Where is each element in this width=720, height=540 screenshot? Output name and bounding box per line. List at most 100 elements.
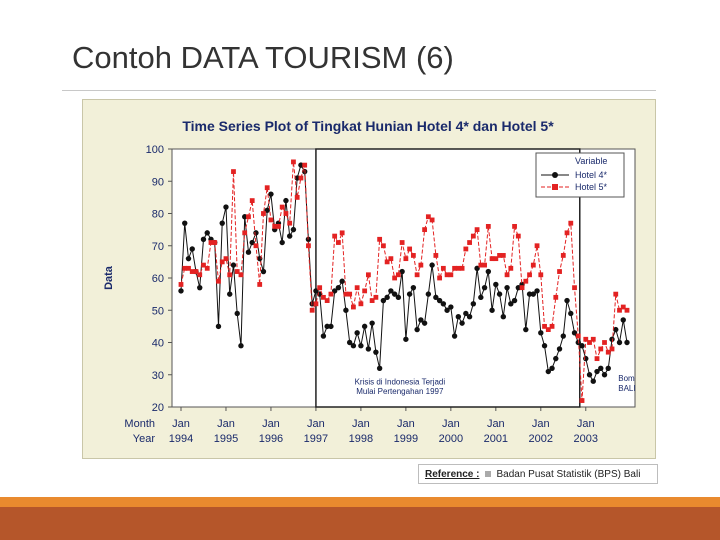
data-point-hotel4 (335, 284, 342, 291)
y-tick-label: 90 (152, 176, 164, 188)
data-point-hotel5 (313, 301, 319, 307)
data-point-hotel5 (291, 159, 296, 165)
y-tick-label: 40 (152, 338, 164, 350)
data-point-hotel4 (440, 301, 447, 307)
data-point-hotel5 (287, 220, 293, 226)
data-point-hotel5 (204, 265, 210, 271)
data-point-hotel5 (624, 307, 630, 313)
x-tick-year: 2001 (484, 433, 508, 445)
data-point-hotel5 (478, 262, 484, 268)
bullet-square-icon (485, 471, 492, 477)
data-point-hotel5 (613, 291, 619, 297)
data-point-hotel4 (601, 372, 608, 378)
legend-title: Variable (575, 156, 607, 166)
data-point-hotel5 (508, 265, 514, 271)
x-tick-year: 2000 (439, 433, 463, 445)
data-point-hotel4 (568, 310, 574, 317)
x-tick-year: 1996 (259, 433, 283, 445)
data-point-hotel4 (373, 349, 379, 355)
data-point-hotel4 (455, 314, 462, 320)
data-point-hotel5 (437, 275, 443, 281)
data-point-hotel5 (519, 285, 525, 291)
x-tick-year: 1998 (349, 433, 373, 445)
data-point-hotel5 (557, 269, 562, 274)
data-point-hotel5 (594, 356, 600, 362)
data-point-hotel4 (421, 320, 428, 326)
data-point-hotel4 (290, 226, 297, 233)
data-point-hotel5 (328, 291, 334, 297)
data-point-hotel4 (406, 291, 413, 297)
x-tick-month: Jan (262, 418, 280, 430)
data-point-hotel4 (369, 320, 375, 326)
data-point-hotel5 (598, 346, 604, 352)
data-point-hotel4 (234, 310, 240, 317)
x-tick-month: Jan (217, 418, 235, 430)
data-point-hotel5 (373, 294, 379, 300)
data-point-hotel4 (204, 230, 210, 236)
data-point-hotel4 (253, 230, 259, 236)
data-point-hotel5 (193, 269, 199, 274)
data-point-hotel5 (317, 285, 323, 291)
data-point-hotel5 (351, 304, 356, 310)
data-point-hotel5 (182, 265, 188, 271)
data-point-hotel4 (444, 307, 450, 313)
data-point-hotel4 (350, 343, 357, 349)
data-point-hotel5 (459, 265, 465, 271)
data-point-hotel4 (185, 255, 192, 262)
data-point-hotel5 (455, 265, 461, 271)
data-point-hotel4 (384, 294, 390, 301)
y-tick-label: 60 (152, 273, 164, 285)
data-point-hotel5 (324, 298, 330, 303)
x-tick-year: 1994 (169, 433, 193, 445)
footer-bar (0, 507, 720, 540)
data-point-hotel4 (339, 278, 345, 284)
data-point-hotel5 (261, 211, 266, 216)
data-point-hotel5 (186, 265, 191, 271)
data-point-hotel5 (279, 204, 285, 210)
data-point-hotel5 (276, 224, 281, 229)
footer-accent-strip (0, 497, 720, 507)
data-point-hotel5 (208, 240, 214, 245)
data-point-hotel4 (485, 268, 492, 275)
reference-box: Reference : Badan Pusat Statistik (BPS) … (418, 464, 658, 484)
data-point-hotel5 (253, 243, 259, 249)
title-divider (62, 90, 656, 91)
data-point-hotel5 (414, 272, 420, 278)
data-point-hotel5 (560, 253, 566, 258)
data-point-hotel4 (388, 288, 394, 294)
data-point-hotel4 (459, 320, 465, 326)
data-point-hotel5 (377, 236, 383, 242)
data-point-hotel5 (545, 327, 551, 332)
x-row-label-year: Year (133, 433, 156, 445)
data-point-hotel5 (392, 275, 398, 281)
data-point-hotel4 (549, 365, 555, 371)
data-point-hotel4 (586, 372, 593, 378)
x-row-label-month: Month (124, 418, 155, 430)
data-point-hotel5 (463, 246, 469, 252)
data-point-hotel5 (365, 272, 371, 278)
data-point-hotel4 (538, 330, 544, 336)
legend: Variable Hotel 4* Hotel 5* (535, 152, 625, 198)
data-point-hotel5 (339, 230, 345, 236)
data-point-hotel4 (616, 339, 623, 346)
x-tick-year: 1999 (394, 433, 418, 445)
data-point-hotel4 (425, 291, 432, 297)
data-point-hotel5 (358, 301, 364, 307)
data-point-hotel5 (440, 265, 446, 271)
data-point-hotel4 (328, 323, 334, 330)
x-tick-year: 2003 (574, 433, 598, 445)
data-point-hotel5 (347, 291, 353, 297)
data-point-hotel4 (605, 365, 611, 371)
data-point-hotel4 (361, 323, 368, 330)
data-point-hotel4 (178, 288, 184, 294)
data-point-hotel4 (530, 291, 537, 297)
x-tick-month: Jan (577, 418, 595, 430)
data-point-hotel4 (200, 236, 207, 242)
data-point-hotel5 (399, 240, 405, 245)
data-point-hotel4 (346, 339, 353, 346)
data-point-hotel4 (545, 368, 551, 375)
data-point-hotel5 (579, 398, 585, 403)
data-point-hotel4 (215, 323, 222, 330)
data-point-hotel5 (530, 262, 536, 268)
data-point-hotel5 (489, 256, 495, 262)
